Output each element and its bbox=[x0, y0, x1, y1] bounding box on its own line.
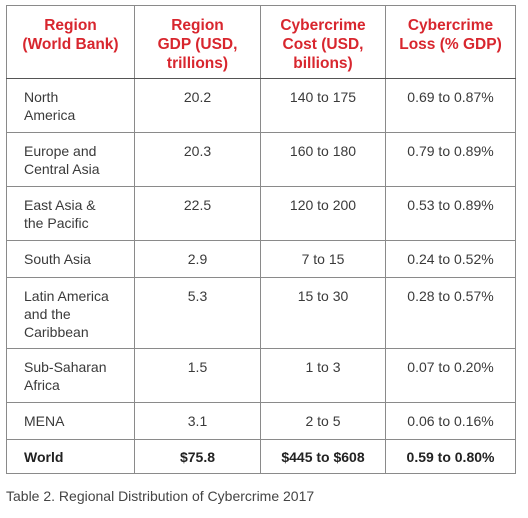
cell-loss-total: 0.59 to 0.80% bbox=[385, 439, 516, 474]
cell-gdp: 5.3 bbox=[134, 277, 261, 349]
cell-cost: 7 to 15 bbox=[260, 240, 386, 278]
cell-cost: 160 to 180 bbox=[260, 132, 386, 187]
table-row: MENA 3.1 2 to 5 0.06 to 0.16% bbox=[6, 402, 516, 440]
cell-region: Latin America and the Caribbean bbox=[6, 277, 135, 349]
cybercrime-table: Region (World Bank) Region GDP (USD, tri… bbox=[6, 5, 516, 474]
cell-gdp: 1.5 bbox=[134, 348, 261, 403]
header-row: Region (World Bank) Region GDP (USD, tri… bbox=[6, 5, 516, 79]
cell-cost: 15 to 30 bbox=[260, 277, 386, 349]
cell-gdp: 2.9 bbox=[134, 240, 261, 278]
table-row: East Asia & the Pacific 22.5 120 to 200 … bbox=[6, 186, 516, 241]
table-row: North America 20.2 140 to 175 0.69 to 0.… bbox=[6, 78, 516, 133]
cell-gdp: 3.1 bbox=[134, 402, 261, 440]
table-row: Sub-Saharan Africa 1.5 1 to 3 0.07 to 0.… bbox=[6, 348, 516, 403]
header-cost: Cybercrime Cost (USD, billions) bbox=[260, 5, 386, 79]
cell-loss: 0.06 to 0.16% bbox=[385, 402, 516, 440]
cell-region: MENA bbox=[6, 402, 135, 440]
cybercrime-table-container: Region (World Bank) Region GDP (USD, tri… bbox=[6, 5, 516, 474]
cell-loss: 0.24 to 0.52% bbox=[385, 240, 516, 278]
cell-cost-total: $445 to $608 bbox=[260, 439, 386, 474]
header-loss: Cybercrime Loss (% GDP) bbox=[385, 5, 516, 79]
cell-region: South Asia bbox=[6, 240, 135, 278]
cell-loss: 0.53 to 0.89% bbox=[385, 186, 516, 241]
cell-loss: 0.28 to 0.57% bbox=[385, 277, 516, 349]
cell-region-total: World bbox=[6, 439, 135, 474]
table-row: Europe and Central Asia 20.3 160 to 180 … bbox=[6, 132, 516, 187]
cell-cost: 120 to 200 bbox=[260, 186, 386, 241]
cell-cost: 140 to 175 bbox=[260, 78, 386, 133]
total-row: World $75.8 $445 to $608 0.59 to 0.80% bbox=[6, 439, 516, 474]
table-row: South Asia 2.9 7 to 15 0.24 to 0.52% bbox=[6, 240, 516, 278]
cell-gdp: 20.2 bbox=[134, 78, 261, 133]
cell-gdp: 20.3 bbox=[134, 132, 261, 187]
cell-loss: 0.79 to 0.89% bbox=[385, 132, 516, 187]
cell-loss: 0.07 to 0.20% bbox=[385, 348, 516, 403]
header-region: Region (World Bank) bbox=[6, 5, 135, 79]
cell-gdp: 22.5 bbox=[134, 186, 261, 241]
header-gdp: Region GDP (USD, trillions) bbox=[134, 5, 261, 79]
cell-cost: 1 to 3 bbox=[260, 348, 386, 403]
table-caption: Table 2. Regional Distribution of Cyberc… bbox=[6, 488, 315, 504]
cell-gdp-total: $75.8 bbox=[134, 439, 261, 474]
cell-region: Sub-Saharan Africa bbox=[6, 348, 135, 403]
cell-loss: 0.69 to 0.87% bbox=[385, 78, 516, 133]
table-header: Region (World Bank) Region GDP (USD, tri… bbox=[6, 5, 516, 79]
cell-region: Europe and Central Asia bbox=[6, 132, 135, 187]
cell-region: East Asia & the Pacific bbox=[6, 186, 135, 241]
cell-region: North America bbox=[6, 78, 135, 133]
cell-cost: 2 to 5 bbox=[260, 402, 386, 440]
table-row: Latin America and the Caribbean 5.3 15 t… bbox=[6, 277, 516, 349]
table-body: North America 20.2 140 to 175 0.69 to 0.… bbox=[6, 78, 516, 474]
